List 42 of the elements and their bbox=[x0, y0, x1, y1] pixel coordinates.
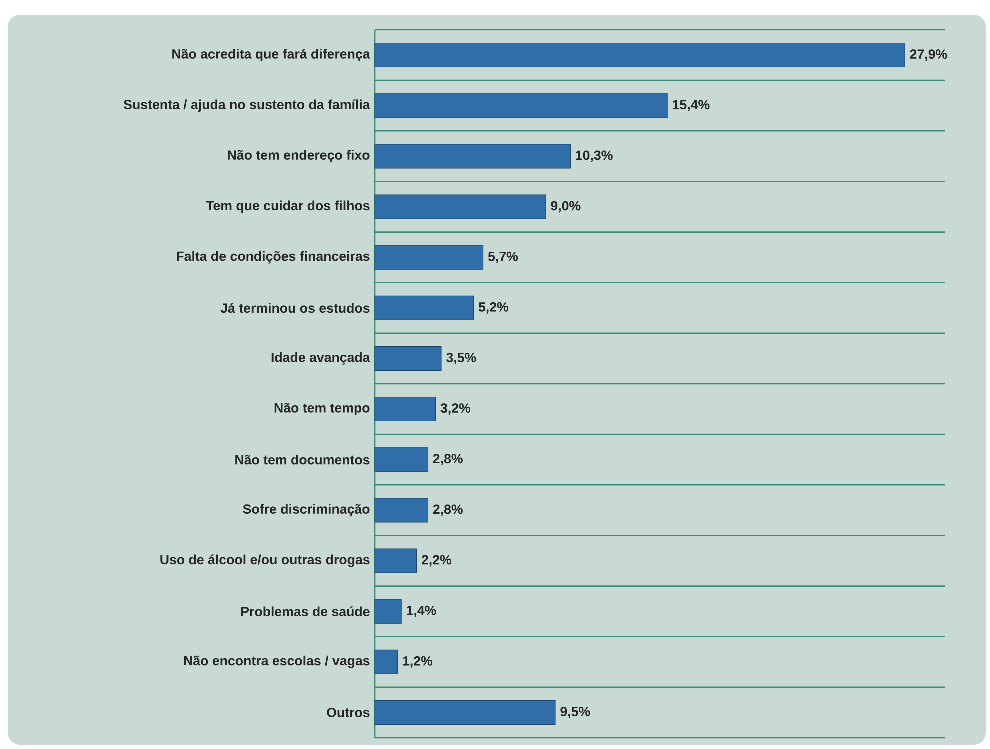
data-label: 3,5% bbox=[446, 353, 476, 364]
y-tick-label: Problemas de saúde bbox=[242, 606, 370, 617]
y-tick-label: Não acredita que fará diferença bbox=[172, 49, 370, 62]
bar bbox=[374, 245, 484, 270]
bar bbox=[374, 498, 428, 523]
data-label: 27,9% bbox=[910, 50, 948, 61]
bar bbox=[374, 548, 418, 574]
data-label: 15,4% bbox=[673, 100, 710, 112]
data-label: 2,8% bbox=[433, 504, 463, 516]
y-tick-label: Não tem tempo bbox=[274, 403, 370, 416]
bar bbox=[374, 346, 442, 371]
data-label: 9,5% bbox=[560, 707, 590, 718]
y-tick-label: Sustenta / ajuda no sustento da família bbox=[124, 100, 370, 112]
data-label: 2,2% bbox=[422, 555, 452, 567]
data-label: 1,2% bbox=[403, 656, 433, 668]
bar bbox=[374, 397, 436, 422]
bar bbox=[374, 194, 546, 220]
bar bbox=[374, 296, 474, 320]
y-tick-label: Sofre discriminação bbox=[243, 504, 370, 517]
bar bbox=[374, 43, 906, 68]
bar bbox=[374, 650, 398, 674]
y-tick-label: Falta de condições financeiras bbox=[177, 251, 370, 264]
data-label: 10,3% bbox=[576, 150, 613, 162]
data-label: 5,2% bbox=[478, 302, 509, 314]
y-tick-label: Não encontra escolas / vagas bbox=[184, 656, 370, 668]
y-tick-label: Tem que cuidar dos filhos bbox=[206, 200, 370, 214]
bar bbox=[374, 599, 402, 624]
y-tick-label: Não tem endereço fixo bbox=[228, 150, 370, 163]
data-label: 5,7% bbox=[488, 252, 518, 264]
y-tick-label: Outros bbox=[327, 708, 370, 718]
y-tick-label: Não tem documentos bbox=[236, 454, 370, 465]
y-tick-label: Uso de álcool e/ou outras drogas bbox=[160, 554, 370, 568]
data-label: 9,0% bbox=[551, 201, 581, 213]
bar bbox=[374, 448, 428, 472]
data-label: 2,8% bbox=[433, 454, 463, 466]
data-label: 1,4% bbox=[407, 606, 436, 618]
y-tick-label: Idade avançada bbox=[272, 352, 370, 365]
y-tick-label: Já terminou os estudos bbox=[220, 303, 370, 314]
bar bbox=[374, 94, 668, 118]
data-label: 3,2% bbox=[440, 404, 471, 415]
bar bbox=[374, 144, 571, 169]
bar bbox=[374, 700, 556, 725]
